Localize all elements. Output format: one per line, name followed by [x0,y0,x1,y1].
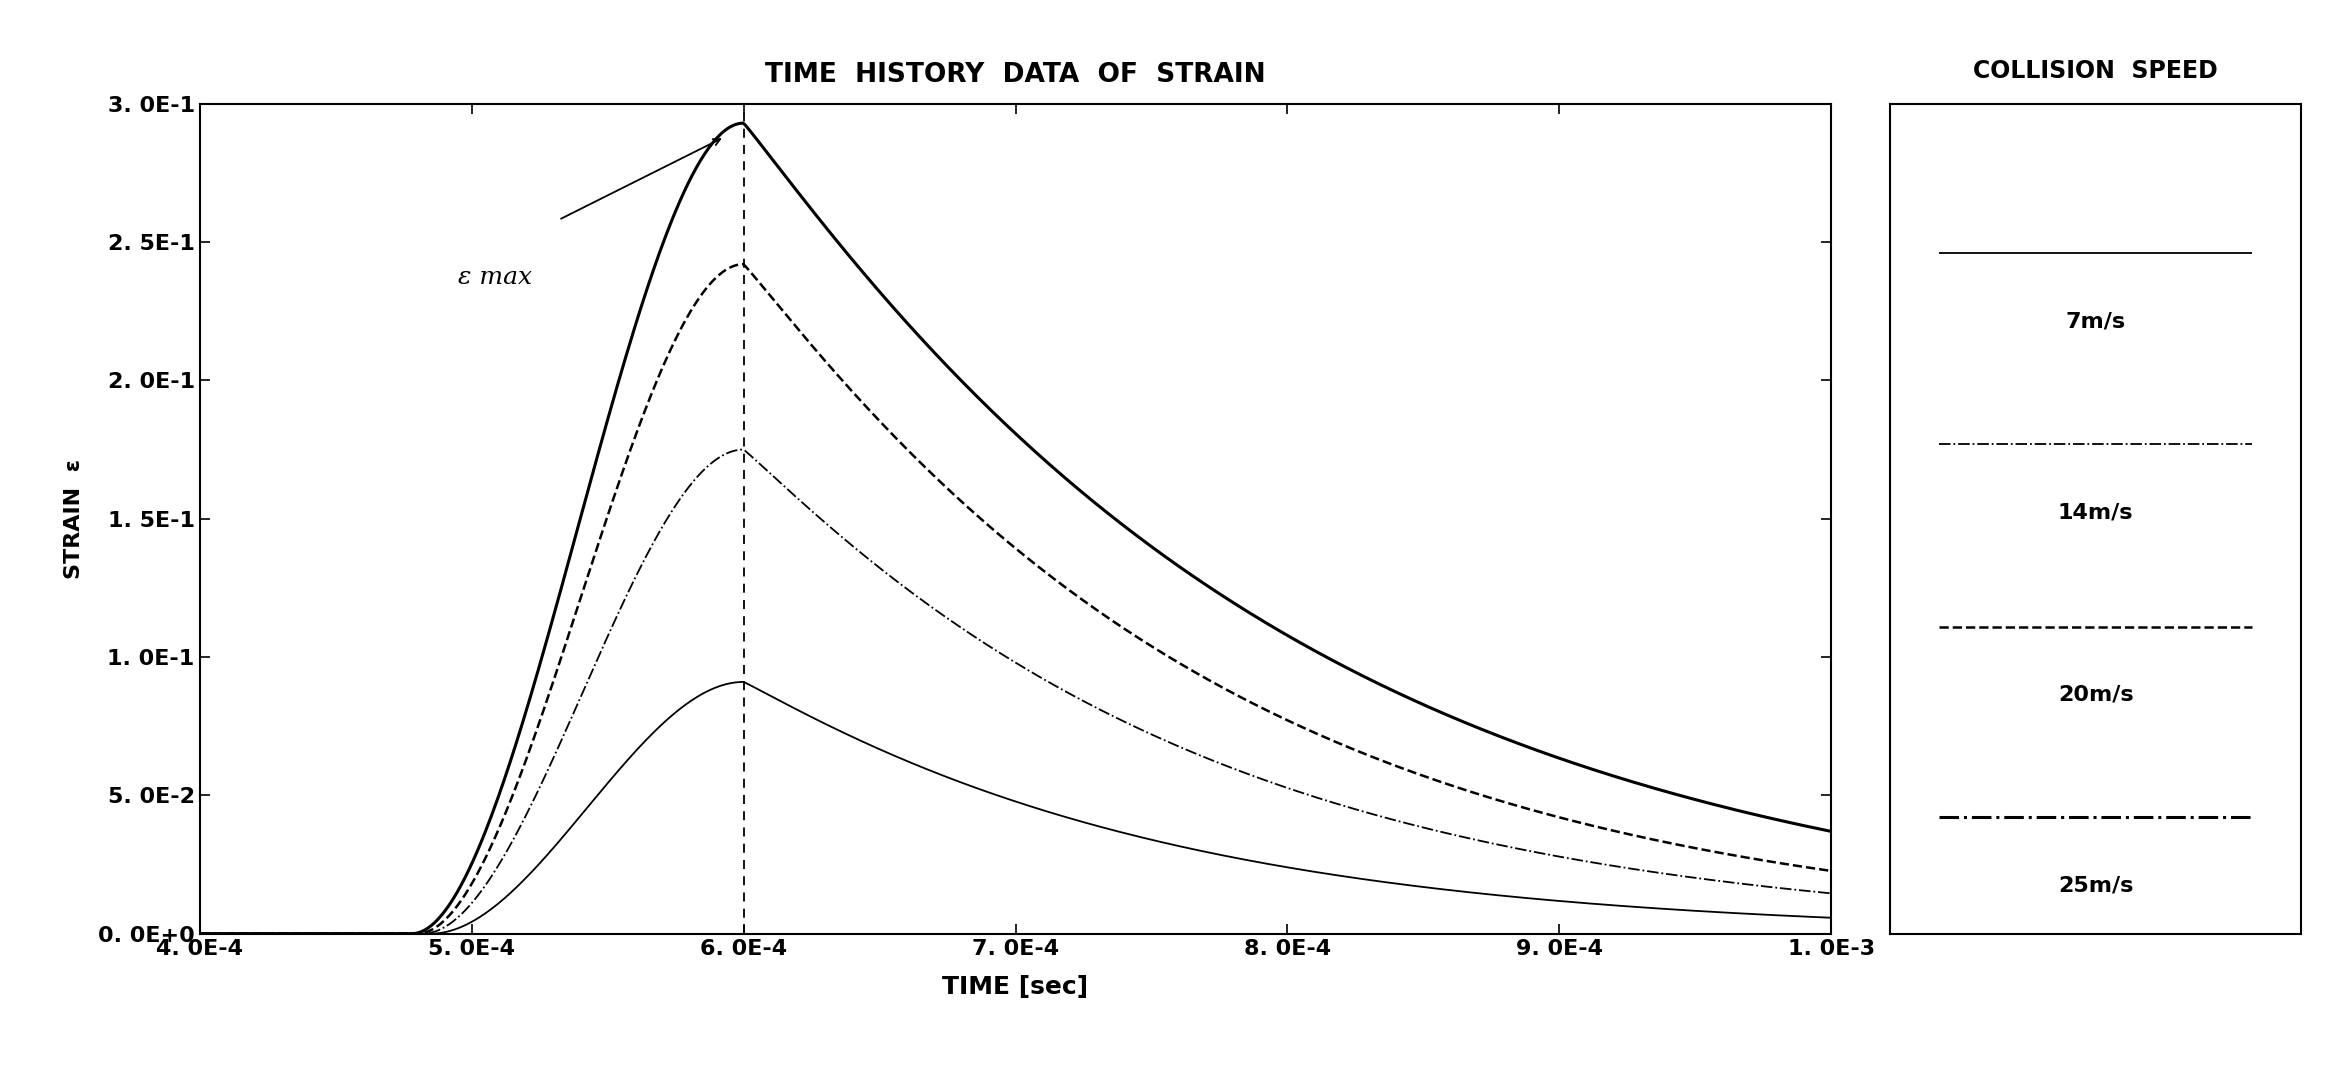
Text: 7m/s: 7m/s [2066,311,2125,331]
20m/s [286,927,315,940]
14m/s [1817,887,1846,900]
7m/s [728,675,756,688]
Text: ε max: ε max [458,265,533,288]
25m/s [1179,569,1207,582]
Line: 14m/s: 14m/s [200,450,1831,934]
20m/s [1179,664,1207,677]
7m/s [1228,853,1256,866]
25m/s [1817,824,1846,838]
Text: 14m/s: 14m/s [2057,502,2134,522]
20m/s [1228,691,1256,704]
Text: COLLISION  SPEED: COLLISION SPEED [1972,59,2219,83]
20m/s [1817,865,1846,878]
7m/s [1134,833,1162,846]
25m/s [1592,768,1620,781]
14m/s [286,927,315,940]
25m/s [728,117,756,130]
20m/s [1592,822,1620,835]
14m/s [1179,746,1207,759]
Line: 20m/s: 20m/s [200,264,1831,934]
7m/s [1817,911,1846,924]
7m/s [1179,842,1207,855]
Title: TIME  HISTORY  DATA  OF  STRAIN: TIME HISTORY DATA OF STRAIN [765,61,1266,87]
7m/s [185,927,214,940]
Line: 25m/s: 25m/s [200,123,1831,934]
7m/s [286,927,315,940]
14m/s [185,927,214,940]
7m/s [1592,899,1620,912]
Text: 20m/s: 20m/s [2057,685,2134,704]
7m/s [1425,882,1453,895]
14m/s [1425,824,1453,838]
25m/s [1228,601,1256,614]
X-axis label: TIME [sec]: TIME [sec] [942,975,1089,999]
14m/s [1228,765,1256,779]
Line: 7m/s: 7m/s [200,681,1831,934]
20m/s [185,927,214,940]
20m/s [1425,775,1453,788]
25m/s [1134,538,1162,551]
20m/s [728,258,756,271]
Text: 25m/s: 25m/s [2057,876,2134,895]
Y-axis label: STRAIN  ε: STRAIN ε [63,459,85,579]
14m/s [728,443,756,456]
25m/s [1425,705,1453,719]
25m/s [185,927,214,940]
20m/s [1134,639,1162,652]
14m/s [1592,858,1620,871]
14m/s [1134,727,1162,740]
25m/s [286,927,315,940]
